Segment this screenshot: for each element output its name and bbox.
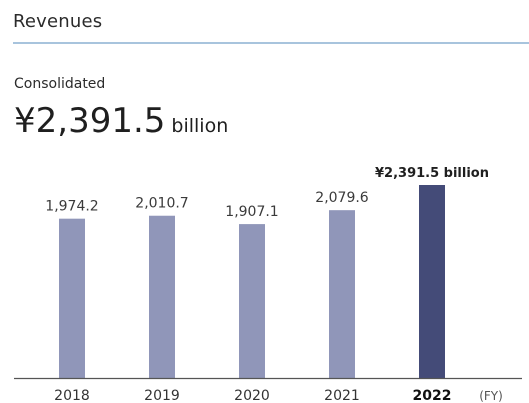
x-tick-2021: 2021 [324,388,360,403]
bar-2018 [59,218,85,378]
headline-total: ¥2,391.5 billion [14,101,228,141]
headline-unit: billion [171,115,229,137]
x-tick-2020: 2020 [234,388,270,403]
x-tick-2019: 2019 [144,388,180,403]
value-label-2018: 1,974.2 [45,199,98,215]
bar-2020 [239,224,265,378]
x-unit-label: (FY) [479,389,503,403]
title-underline [13,42,529,44]
bar-2022 [419,185,445,378]
subtitle-consolidated: Consolidated [14,76,106,92]
value-label-2022: ¥2,391.5 billion [375,166,489,181]
x-tick-2018: 2018 [54,388,90,403]
x-tick-2022: 2022 [413,388,452,403]
bar-2019 [149,215,175,378]
value-label-2020: 1,907.1 [225,204,278,220]
headline-value: ¥2,391.5 [14,101,166,141]
page-title: Revenues [13,11,103,32]
value-label-2021: 2,079.6 [315,190,369,206]
value-label-2019: 2,010.7 [135,196,188,212]
bar-2021 [329,210,355,378]
revenue-bar-chart: 1,974.2 2018 2,010.7 2019 1,907.1 2020 2,079.6… [14,166,522,403]
